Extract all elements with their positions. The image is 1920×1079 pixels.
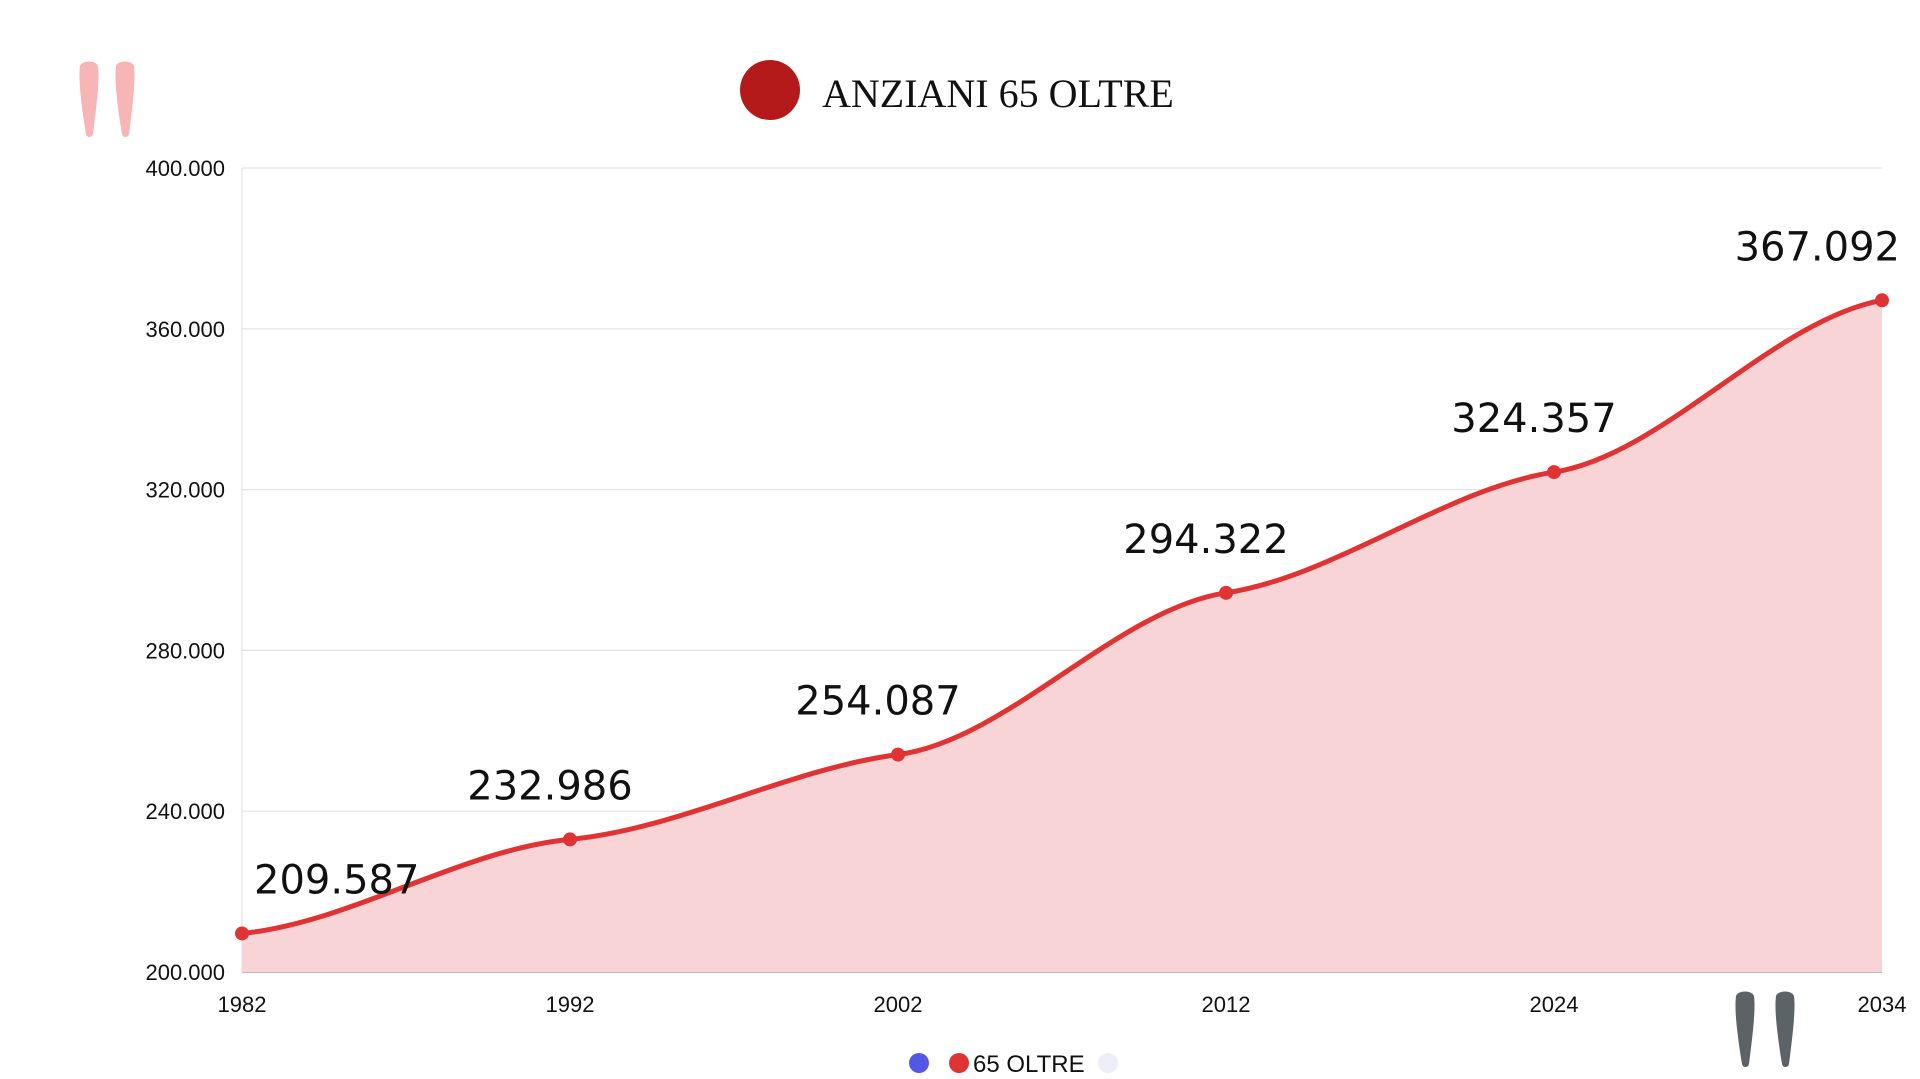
quote-open-icon xyxy=(79,61,135,137)
data-label: 324.357 xyxy=(1451,396,1616,442)
x-tick-label: 2012 xyxy=(1202,992,1251,1017)
x-tick-label: 1992 xyxy=(546,992,595,1017)
legend[interactable]: 65 OLTRE xyxy=(909,1051,1118,1078)
x-axis-ticks: 1982 1992 2002 2012 2024 2034 xyxy=(218,992,1907,1017)
y-tick-label: 400.000 xyxy=(145,156,225,181)
y-axis-ticks: 200.000 240.000 280.000 320.000 360.000 400.0… xyxy=(145,156,225,985)
x-tick-label: 1982 xyxy=(218,992,267,1017)
x-tick-label: 2002 xyxy=(874,992,923,1017)
x-tick-label: 2024 xyxy=(1530,992,1579,1017)
y-tick-label: 240.000 xyxy=(145,799,225,824)
data-point[interactable] xyxy=(891,747,905,762)
data-point[interactable] xyxy=(563,832,577,847)
chart-title-text: ANZIANI 65 OLTRE xyxy=(822,71,1174,116)
legend-dot-3[interactable] xyxy=(1098,1053,1118,1073)
data-label: 254.087 xyxy=(795,679,960,725)
legend-label-65-oltre[interactable]: 65 OLTRE xyxy=(973,1051,1085,1078)
y-tick-label: 320.000 xyxy=(145,478,225,503)
series-area xyxy=(242,300,1882,972)
data-labels: 209.587 232.986 254.087 294.322 324.357 367.0… xyxy=(254,224,1900,903)
data-label: 209.587 xyxy=(254,857,419,903)
data-point[interactable] xyxy=(235,926,249,941)
data-label: 367.092 xyxy=(1735,224,1900,270)
series-points xyxy=(235,293,1889,941)
data-label: 294.322 xyxy=(1123,517,1288,563)
data-point[interactable] xyxy=(1219,585,1233,600)
chart-title: ANZIANI 65 OLTRE xyxy=(740,60,1174,120)
quote-close-icon xyxy=(1735,991,1795,1067)
x-tick-label: 2034 xyxy=(1858,992,1907,1017)
data-point[interactable] xyxy=(1875,293,1889,308)
y-tick-label: 360.000 xyxy=(145,317,225,342)
legend-dot-1[interactable] xyxy=(909,1053,929,1073)
data-point[interactable] xyxy=(1547,465,1561,480)
title-dot-icon xyxy=(740,60,800,120)
y-tick-label: 280.000 xyxy=(145,638,225,663)
y-tick-label: 200.000 xyxy=(145,960,225,985)
data-label: 232.986 xyxy=(467,763,632,809)
series-line xyxy=(241,297,1883,936)
legend-dot-65-oltre[interactable] xyxy=(949,1053,969,1073)
